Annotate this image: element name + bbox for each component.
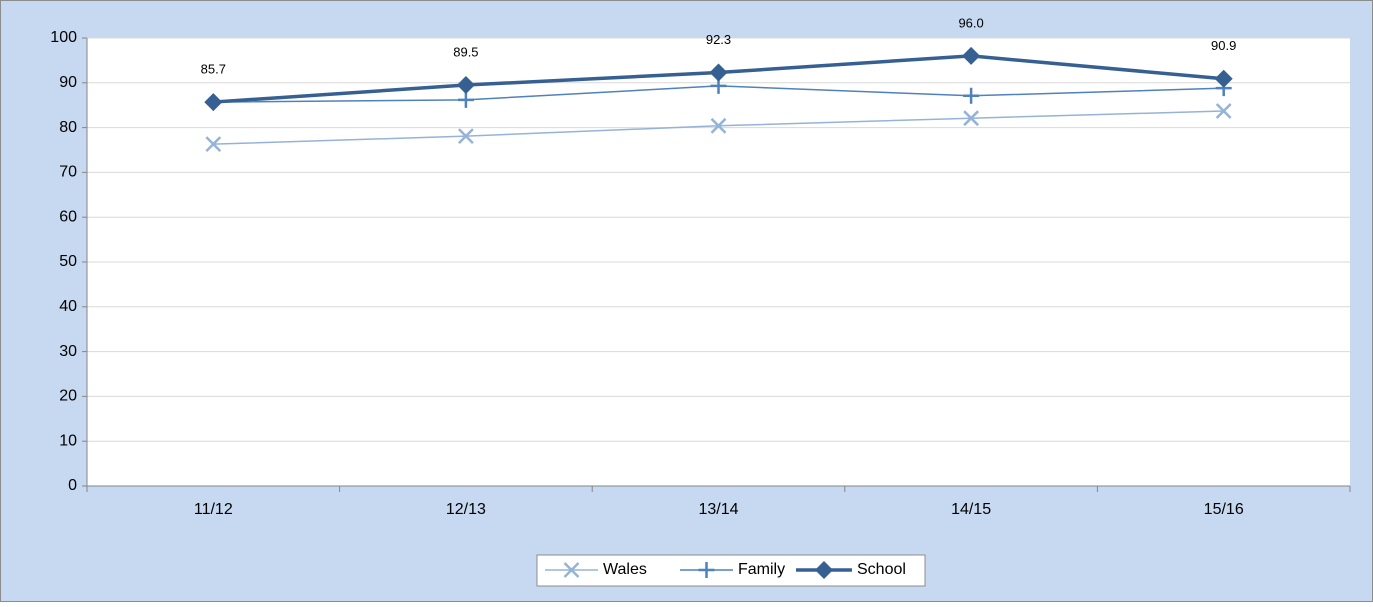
data-label: 92.3 (706, 32, 731, 47)
legend-label: Family (738, 561, 785, 578)
y-tick-label: 40 (59, 298, 77, 315)
x-tick-label: 12/13 (446, 501, 486, 518)
marker (963, 87, 980, 104)
marker (709, 63, 728, 82)
legend-marker (815, 561, 833, 579)
data-label: 96.0 (958, 15, 983, 30)
y-tick-label: 0 (68, 477, 77, 494)
x-tick-label: 15/16 (1204, 501, 1244, 518)
marker (458, 128, 474, 144)
y-tick-label: 50 (59, 253, 77, 270)
marker (710, 117, 727, 134)
x-tick-label: 11/12 (194, 501, 233, 518)
marker (204, 93, 223, 112)
legend-label: School (857, 561, 906, 578)
y-tick-label: 60 (59, 208, 77, 225)
legend-label: Wales (603, 561, 647, 578)
marker (1214, 69, 1233, 88)
marker (962, 46, 981, 65)
y-tick-label: 30 (59, 343, 77, 360)
y-tick-label: 10 (59, 432, 77, 449)
legend-marker (563, 562, 580, 578)
marker (457, 91, 474, 108)
y-tick-label: 80 (59, 119, 77, 136)
y-tick-label: 90 (59, 74, 77, 91)
y-tick-label: 70 (59, 164, 77, 181)
marker (963, 110, 979, 127)
data-label: 89.5 (453, 44, 478, 59)
data-label: 85.7 (201, 62, 226, 77)
y-tick-label: 100 (50, 29, 77, 46)
marker (1215, 103, 1232, 119)
y-tick-label: 20 (59, 388, 77, 405)
legend-marker (698, 562, 715, 578)
data-label: 90.9 (1211, 38, 1236, 53)
marker (205, 136, 222, 153)
marker (456, 76, 475, 95)
x-tick-label: 14/15 (951, 501, 991, 518)
x-tick-label: 13/14 (698, 501, 738, 518)
